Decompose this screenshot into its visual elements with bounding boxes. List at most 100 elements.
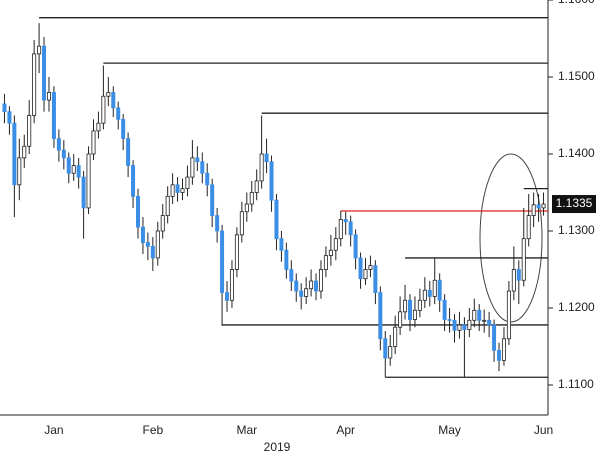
candle-body <box>457 324 462 331</box>
candle-body <box>437 279 442 301</box>
candle-body <box>140 226 145 243</box>
candle-body <box>536 204 541 209</box>
candle-body <box>269 161 274 201</box>
candle-body <box>96 122 101 132</box>
x-axis-label: 2019 <box>264 440 291 454</box>
candle-body <box>126 138 131 166</box>
candle-body <box>442 299 447 320</box>
candle-body <box>37 45 42 55</box>
candle-body <box>284 249 289 270</box>
candle-body <box>160 215 165 232</box>
candle-body <box>338 219 343 240</box>
candle-body <box>323 255 328 270</box>
candle-body <box>333 238 338 251</box>
candle-body <box>190 157 195 178</box>
candle-body <box>398 311 403 328</box>
candle-body <box>200 161 205 174</box>
candle-body <box>353 234 358 259</box>
candle-body <box>462 324 467 330</box>
candle-body <box>511 269 516 292</box>
candle-body <box>467 319 472 330</box>
candle-body <box>521 238 526 281</box>
candle-body <box>358 257 363 280</box>
candle-body <box>432 279 437 297</box>
candle-body <box>150 245 155 259</box>
x-tick-label: Jun <box>534 423 553 437</box>
candle-body <box>403 299 408 313</box>
candle-body <box>155 230 160 259</box>
candle-body <box>165 195 170 216</box>
candle-body <box>427 289 432 297</box>
candle-body <box>328 249 333 257</box>
candle-body <box>2 103 7 113</box>
candle-body <box>407 299 412 320</box>
candle-body <box>239 211 244 236</box>
candle-body <box>378 292 383 340</box>
candle-body <box>452 319 457 331</box>
candle-body <box>348 221 353 236</box>
candle-body <box>101 95 106 124</box>
candle-body <box>131 165 136 197</box>
candle-body <box>501 338 506 361</box>
candle-body <box>135 195 140 228</box>
candle-body <box>254 180 259 193</box>
y-tick-label: 1.1400 <box>558 146 595 160</box>
candle-body <box>195 157 200 163</box>
candle-body <box>541 203 546 209</box>
candle-body <box>412 309 417 320</box>
candle-body <box>145 242 150 247</box>
candle-body <box>121 118 126 139</box>
candle-body <box>497 349 502 361</box>
x-tick-label: May <box>438 423 461 437</box>
candle-body <box>417 299 422 311</box>
candle-body <box>81 176 86 209</box>
candle-body <box>46 91 51 101</box>
candle-body <box>66 157 71 174</box>
candle-body <box>318 269 323 292</box>
candle-body <box>314 280 319 292</box>
y-tick-label: 1.1500 <box>558 69 595 83</box>
candle-body <box>7 111 12 124</box>
candle-body <box>279 238 284 251</box>
x-tick-label: Feb <box>142 423 163 437</box>
candle-body <box>106 91 111 97</box>
candle-body <box>180 188 185 193</box>
candle-body <box>373 265 378 293</box>
candle-body <box>175 184 180 193</box>
y-tick-label: 1.1200 <box>558 300 595 314</box>
candle-body <box>205 172 210 186</box>
candle-body <box>299 290 304 297</box>
candle-body <box>472 309 477 321</box>
candle-body <box>51 91 56 139</box>
candle-body <box>86 153 91 209</box>
candle-body <box>309 280 314 290</box>
candle-body <box>506 290 511 340</box>
candle-body <box>27 115 32 147</box>
candle-body <box>294 280 299 292</box>
candle-body <box>229 269 234 301</box>
last-price-label: 1.1335 <box>556 196 593 210</box>
candle-body <box>477 309 482 321</box>
candle-body <box>170 184 175 197</box>
candle-body <box>61 149 66 159</box>
candle-body <box>274 199 279 240</box>
candle-body <box>116 107 121 120</box>
candle-body <box>12 122 17 186</box>
candle-body <box>363 269 368 280</box>
candle-body <box>531 204 536 216</box>
candle-body <box>225 292 230 301</box>
candle-body <box>111 91 116 109</box>
candle-body <box>388 346 393 359</box>
candle-body <box>368 265 373 270</box>
candle-body <box>42 45 47 101</box>
candle-body <box>304 288 309 297</box>
y-tick-label: 1.1600 <box>558 0 595 6</box>
candle-body <box>487 319 492 326</box>
y-tick-label: 1.1100 <box>558 377 594 391</box>
candle-body <box>215 215 220 232</box>
candle-body <box>383 338 388 359</box>
candle-body <box>17 157 22 186</box>
candle-body <box>516 269 521 281</box>
candle-body <box>289 269 294 282</box>
